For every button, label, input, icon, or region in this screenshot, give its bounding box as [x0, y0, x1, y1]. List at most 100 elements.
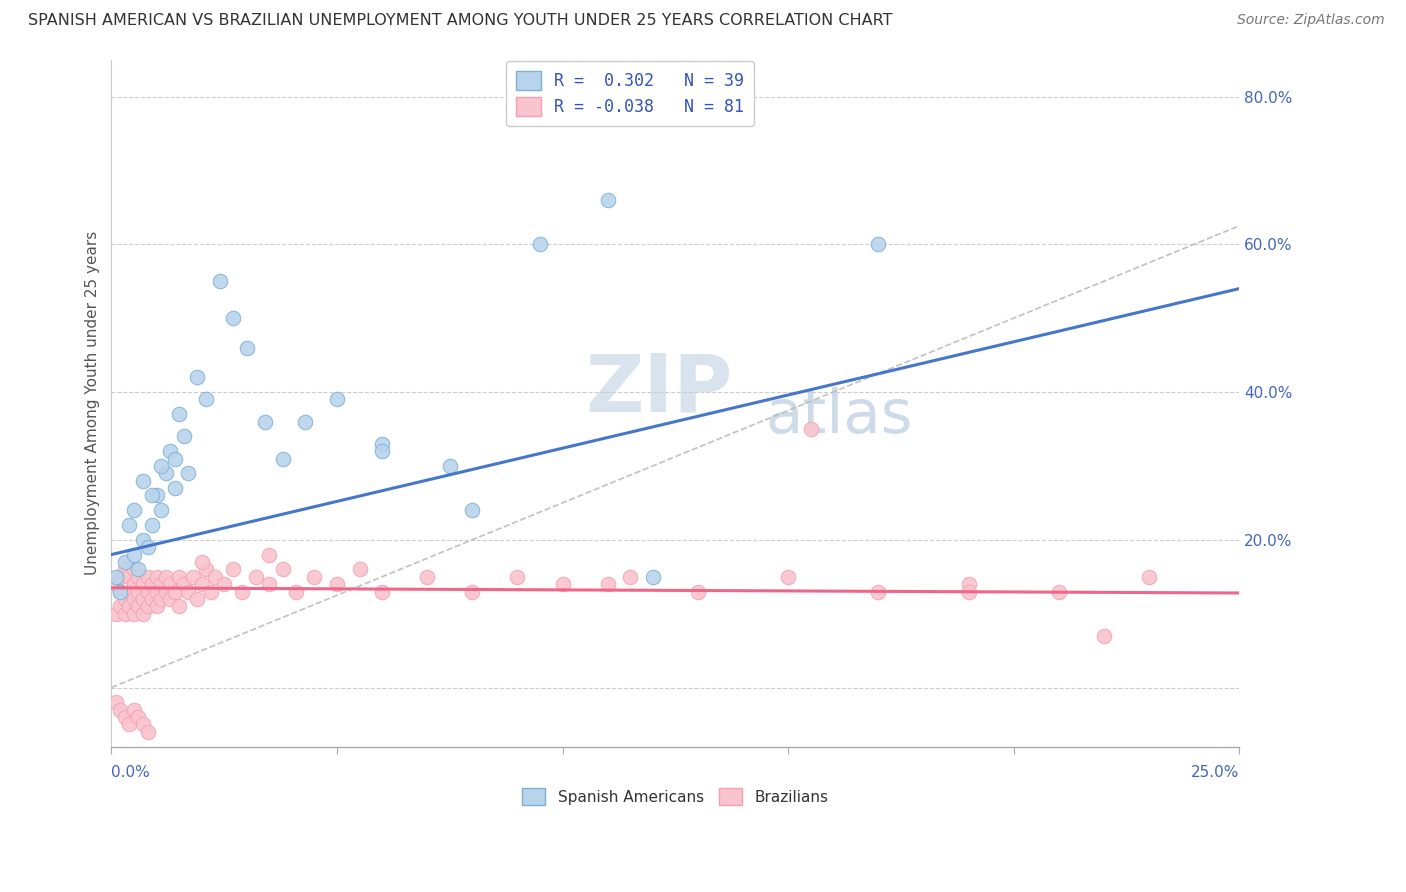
Point	[326, 392, 349, 407]
Point	[1092, 629, 1115, 643]
Point	[529, 237, 551, 252]
Point	[150, 577, 173, 591]
Point	[222, 562, 245, 576]
Point	[145, 584, 167, 599]
Point	[259, 548, 281, 562]
Text: 25.0%: 25.0%	[1191, 765, 1239, 780]
Point	[132, 474, 155, 488]
Point	[132, 717, 155, 731]
Point	[145, 599, 167, 614]
Point	[439, 458, 461, 473]
Point	[641, 570, 664, 584]
Point	[186, 591, 208, 606]
Point	[159, 591, 181, 606]
Point	[122, 607, 145, 621]
Point	[208, 274, 231, 288]
Point	[163, 584, 186, 599]
Point	[114, 710, 136, 724]
Point	[104, 577, 127, 591]
Point	[136, 540, 159, 554]
Point	[118, 518, 141, 533]
Point	[159, 444, 181, 458]
Point	[371, 444, 394, 458]
Point	[110, 584, 132, 599]
Point	[155, 570, 177, 584]
Point	[619, 570, 641, 584]
Point	[1137, 570, 1160, 584]
Point	[132, 577, 155, 591]
Point	[122, 577, 145, 591]
Point	[596, 193, 619, 207]
Point	[371, 584, 394, 599]
Point	[114, 607, 136, 621]
Point	[186, 370, 208, 384]
Point	[371, 436, 394, 450]
Point	[159, 577, 181, 591]
Point	[150, 591, 173, 606]
Point	[259, 577, 281, 591]
Point	[150, 503, 173, 517]
Point	[212, 577, 235, 591]
Point	[118, 599, 141, 614]
Point	[551, 577, 574, 591]
Point	[104, 607, 127, 621]
Point	[122, 548, 145, 562]
Point	[1047, 584, 1070, 599]
Text: 0.0%: 0.0%	[111, 765, 150, 780]
Point	[118, 584, 141, 599]
Point	[122, 562, 145, 576]
Point	[118, 570, 141, 584]
Point	[173, 577, 195, 591]
Point	[141, 591, 163, 606]
Point	[136, 584, 159, 599]
Point	[957, 577, 980, 591]
Point	[114, 591, 136, 606]
Point	[163, 481, 186, 495]
Legend: Spanish Americans, Brazilians: Spanish Americans, Brazilians	[513, 779, 838, 814]
Point	[177, 467, 200, 481]
Point	[190, 555, 212, 569]
Point	[271, 451, 294, 466]
Point	[222, 311, 245, 326]
Point	[349, 562, 371, 576]
Point	[150, 458, 173, 473]
Point	[181, 570, 204, 584]
Point	[294, 415, 316, 429]
Point	[136, 724, 159, 739]
Point	[778, 570, 800, 584]
Point	[155, 584, 177, 599]
Point	[326, 577, 349, 591]
Point	[285, 584, 308, 599]
Point	[127, 599, 149, 614]
Text: Source: ZipAtlas.com: Source: ZipAtlas.com	[1237, 13, 1385, 28]
Point	[271, 562, 294, 576]
Point	[122, 703, 145, 717]
Point	[461, 584, 484, 599]
Point	[800, 422, 823, 436]
Point	[957, 584, 980, 599]
Point	[173, 429, 195, 443]
Point	[167, 570, 190, 584]
Point	[141, 518, 163, 533]
Point	[190, 577, 212, 591]
Point	[868, 584, 890, 599]
Point	[127, 710, 149, 724]
Point	[253, 415, 276, 429]
Point	[195, 562, 218, 576]
Point	[127, 570, 149, 584]
Point	[110, 584, 132, 599]
Text: SPANISH AMERICAN VS BRAZILIAN UNEMPLOYMENT AMONG YOUTH UNDER 25 YEARS CORRELATIO: SPANISH AMERICAN VS BRAZILIAN UNEMPLOYME…	[28, 13, 893, 29]
Point	[132, 591, 155, 606]
Point	[136, 570, 159, 584]
Point	[141, 488, 163, 502]
Point	[304, 570, 326, 584]
Point	[204, 570, 226, 584]
Point	[686, 584, 709, 599]
Point	[596, 577, 619, 591]
Point	[155, 467, 177, 481]
Point	[118, 717, 141, 731]
Point	[132, 607, 155, 621]
Point	[141, 577, 163, 591]
Text: atlas: atlas	[765, 387, 912, 446]
Point	[195, 392, 218, 407]
